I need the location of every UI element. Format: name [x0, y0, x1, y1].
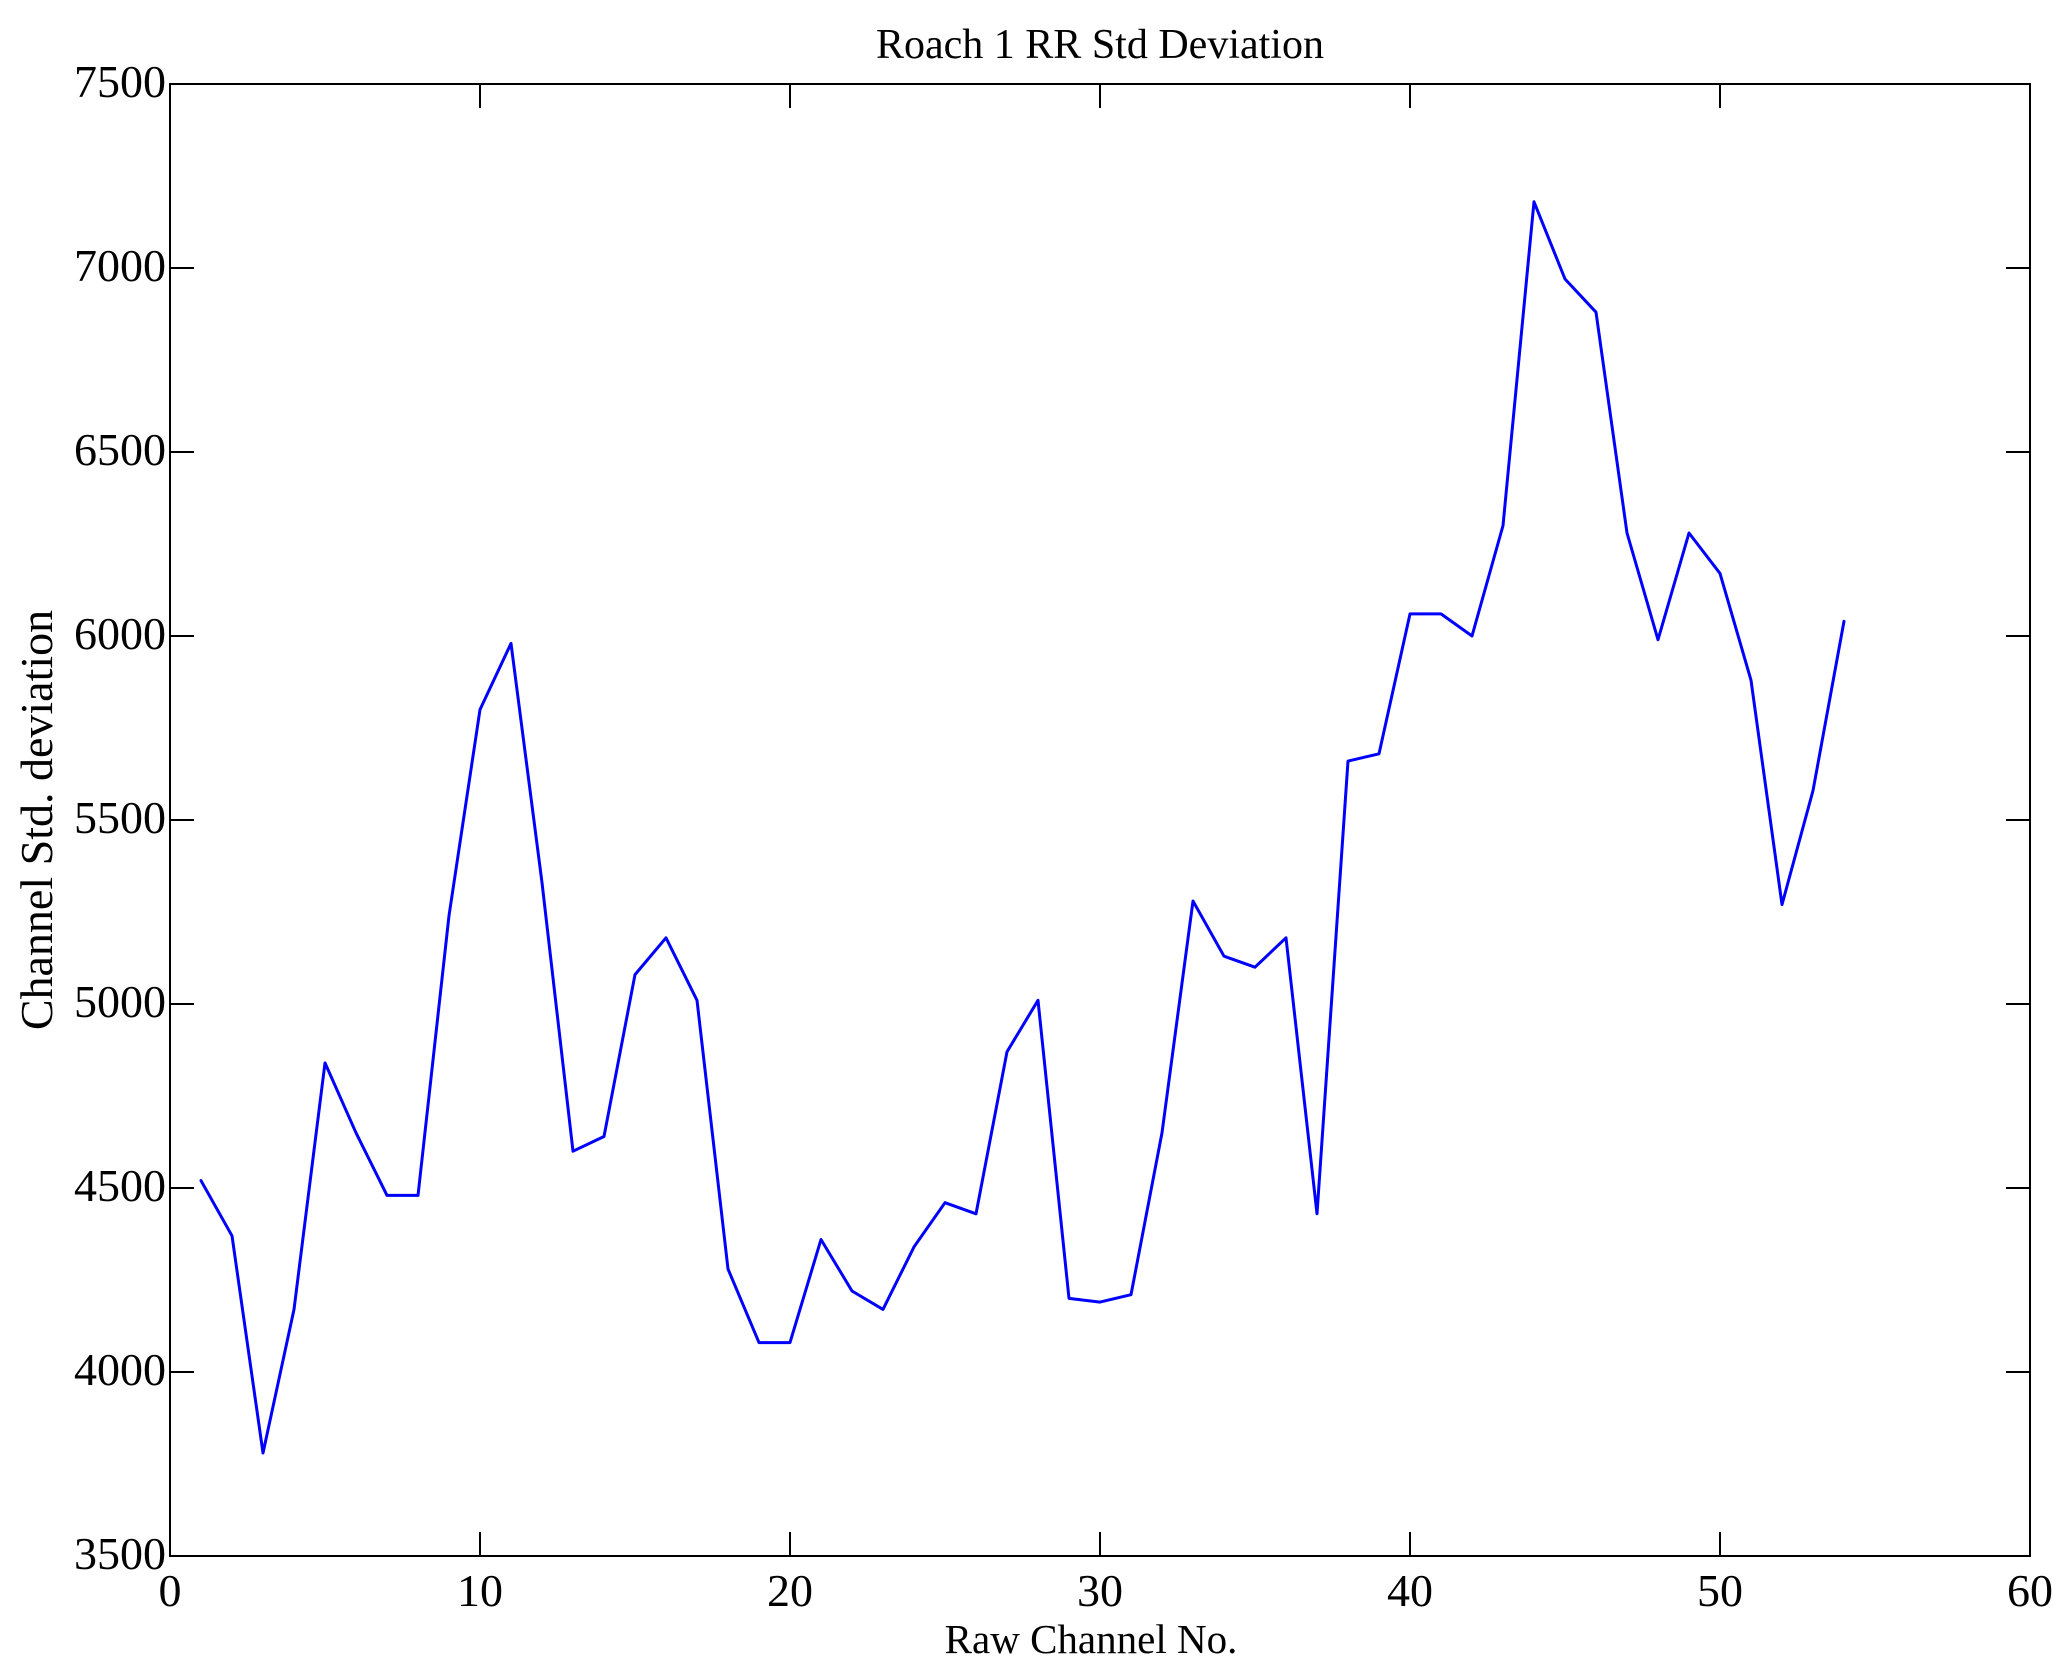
svg-text:20: 20	[767, 1565, 813, 1616]
svg-text:50: 50	[1697, 1565, 1743, 1616]
svg-text:6500: 6500	[74, 424, 166, 475]
svg-text:7500: 7500	[74, 56, 166, 107]
svg-text:40: 40	[1387, 1565, 1433, 1616]
svg-text:3500: 3500	[74, 1528, 166, 1579]
svg-text:Channel Std. deviation: Channel Std. deviation	[11, 610, 62, 1030]
svg-text:7000: 7000	[74, 240, 166, 291]
svg-text:30: 30	[1077, 1565, 1123, 1616]
svg-text:10: 10	[457, 1565, 503, 1616]
svg-text:Roach 1 RR Std Deviation: Roach 1 RR Std Deviation	[876, 22, 1324, 68]
svg-text:60: 60	[2007, 1565, 2053, 1616]
svg-text:4000: 4000	[74, 1344, 166, 1395]
svg-text:5500: 5500	[74, 792, 166, 843]
svg-text:6000: 6000	[74, 608, 166, 659]
svg-text:5000: 5000	[74, 976, 166, 1027]
svg-text:4500: 4500	[74, 1160, 166, 1211]
svg-text:Raw Channel No.: Raw Channel No.	[945, 1616, 1238, 1662]
